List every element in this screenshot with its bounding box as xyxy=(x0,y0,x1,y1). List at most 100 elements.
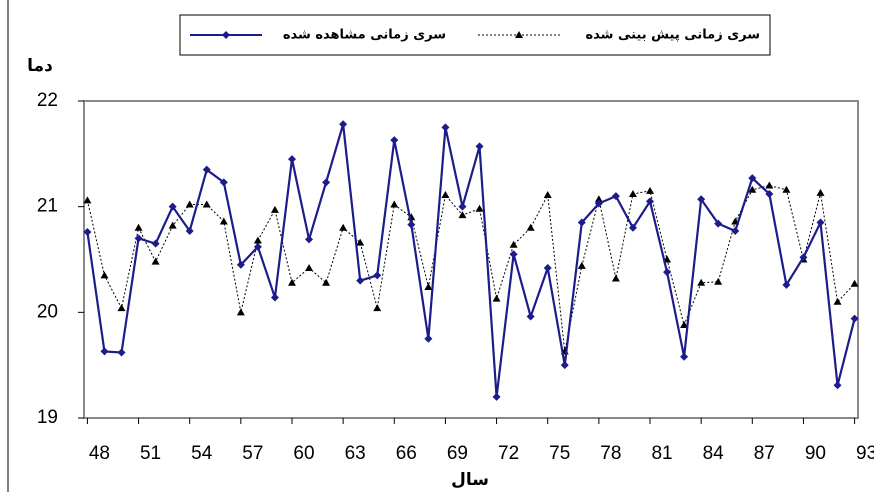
data-point xyxy=(219,178,228,187)
data-point xyxy=(322,278,331,286)
data-point xyxy=(168,221,177,229)
data-point xyxy=(270,205,279,213)
data-point xyxy=(253,242,262,251)
data-point xyxy=(850,279,859,287)
data-point xyxy=(833,381,842,390)
data-point xyxy=(287,278,296,286)
data-point xyxy=(458,211,467,219)
legend-label: سری زمانی پیش بینی شده xyxy=(585,28,760,43)
data-point xyxy=(270,293,279,302)
data-point xyxy=(833,297,842,305)
data-point xyxy=(100,347,109,356)
data-point xyxy=(100,271,109,279)
legend-marker xyxy=(222,31,230,39)
data-point xyxy=(526,312,535,321)
data-point xyxy=(373,271,382,280)
x-tick-label: 51 xyxy=(140,443,161,464)
y-axis-label: دما xyxy=(27,56,53,76)
data-point xyxy=(714,219,723,228)
data-point xyxy=(305,263,314,271)
data-point xyxy=(594,195,603,203)
data-point xyxy=(441,123,450,132)
data-point xyxy=(628,189,637,197)
data-point xyxy=(117,348,126,357)
x-tick-label: 63 xyxy=(345,443,366,464)
data-point xyxy=(782,185,791,193)
data-point xyxy=(305,235,314,244)
data-point xyxy=(560,361,569,370)
x-tick-label: 66 xyxy=(396,443,417,464)
data-point xyxy=(117,304,126,312)
data-point xyxy=(253,236,262,244)
data-point xyxy=(782,280,791,289)
x-tick-label: 54 xyxy=(191,443,213,464)
data-point xyxy=(509,250,518,259)
x-tick-label: 60 xyxy=(293,443,314,464)
data-point xyxy=(219,217,228,225)
data-point xyxy=(202,200,211,208)
data-point xyxy=(492,294,501,302)
legend-label: سری زمانی مشاهده شده xyxy=(283,28,446,43)
data-point xyxy=(765,181,774,189)
x-tick-label: 75 xyxy=(549,443,570,464)
x-tick-label: 69 xyxy=(447,443,468,464)
data-point xyxy=(748,185,757,193)
y-tick-label: 20 xyxy=(37,301,58,322)
data-point xyxy=(543,191,552,199)
data-point xyxy=(850,314,859,323)
x-tick-label: 81 xyxy=(651,443,672,464)
data-point xyxy=(356,238,365,246)
data-point xyxy=(83,196,92,204)
data-point xyxy=(799,253,808,262)
plot-area xyxy=(83,100,859,419)
x-tick-label: 93 xyxy=(856,443,874,464)
series-line xyxy=(86,185,855,352)
data-point xyxy=(646,197,655,206)
data-point xyxy=(577,261,586,269)
data-point xyxy=(151,257,160,265)
data-point xyxy=(680,321,689,329)
x-tick-label: 90 xyxy=(805,443,826,464)
data-point xyxy=(594,199,603,208)
data-point xyxy=(134,234,143,243)
data-point xyxy=(339,223,348,231)
data-point xyxy=(407,220,416,229)
data-point xyxy=(646,186,655,194)
data-point xyxy=(236,308,245,316)
data-point xyxy=(322,178,331,187)
data-point xyxy=(441,191,450,199)
data-point xyxy=(765,189,774,198)
data-point xyxy=(543,263,552,272)
y-tick-label: 19 xyxy=(37,407,58,428)
data-point xyxy=(611,192,620,201)
y-tick-label: 22 xyxy=(37,90,58,111)
data-point xyxy=(339,120,348,129)
data-point xyxy=(611,274,620,282)
data-point xyxy=(731,226,740,235)
y-tick-label: 21 xyxy=(37,196,58,217)
data-point xyxy=(424,334,433,343)
data-point xyxy=(816,218,825,227)
x-tick-label: 84 xyxy=(703,443,725,464)
x-axis-label: سال xyxy=(451,470,489,490)
data-point xyxy=(185,226,194,235)
x-tick-label: 57 xyxy=(242,443,263,464)
data-point xyxy=(475,142,484,151)
data-point xyxy=(424,282,433,290)
data-point xyxy=(390,136,399,145)
data-point xyxy=(509,240,518,248)
data-point xyxy=(577,218,586,227)
x-tick-label: 72 xyxy=(498,443,519,464)
x-tick-label: 87 xyxy=(754,443,775,464)
data-point xyxy=(816,188,825,196)
data-point xyxy=(697,278,706,286)
x-tick-label: 48 xyxy=(89,443,110,464)
data-point xyxy=(748,174,757,183)
data-point xyxy=(680,352,689,361)
data-point xyxy=(663,268,672,277)
data-point xyxy=(356,276,365,285)
data-point xyxy=(390,200,399,208)
data-point xyxy=(458,202,467,211)
data-point xyxy=(697,195,706,204)
